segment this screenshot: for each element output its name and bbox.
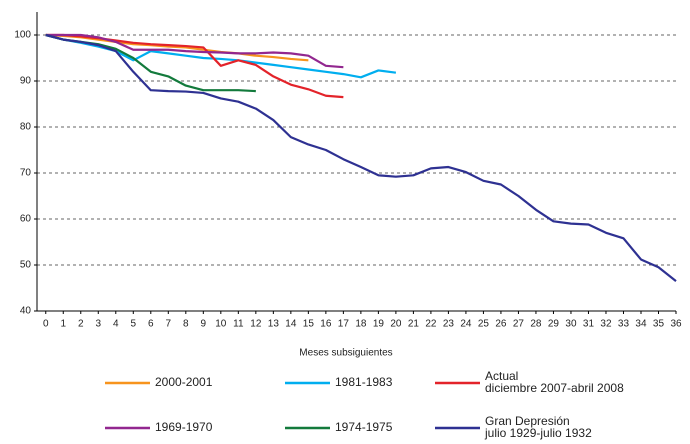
x-tick-label: 11 bbox=[233, 319, 244, 330]
x-tick-label: 29 bbox=[548, 319, 560, 330]
series-line bbox=[45, 33, 397, 79]
legend-label-line: 1969-1970 bbox=[155, 420, 213, 434]
x-tick-label: 1 bbox=[60, 319, 66, 330]
x-tick-label: 16 bbox=[320, 319, 332, 330]
x-tick-label: 18 bbox=[355, 319, 367, 330]
x-tick-label: 32 bbox=[600, 319, 612, 330]
x-tick-label: 28 bbox=[530, 319, 542, 330]
x-tick-label: 35 bbox=[653, 319, 665, 330]
x-tick-label: 7 bbox=[166, 319, 172, 330]
legend-label: 1969-1970 bbox=[155, 420, 213, 434]
x-tick-label: 15 bbox=[303, 319, 315, 330]
x-tick-label: 25 bbox=[478, 319, 490, 330]
x-tick-label: 26 bbox=[495, 319, 507, 330]
x-tick-label: 13 bbox=[268, 319, 280, 330]
legend-label-line: julio 1929-julio 1932 bbox=[484, 426, 592, 440]
x-tick-label: 12 bbox=[250, 319, 262, 330]
x-tick-label: 24 bbox=[460, 319, 472, 330]
x-tick-label: 0 bbox=[43, 319, 49, 330]
x-tick-label: 5 bbox=[131, 319, 137, 330]
y-tick-label: 100 bbox=[14, 30, 31, 41]
legend-label: 1981-1983 bbox=[335, 375, 393, 389]
x-tick-label: 8 bbox=[183, 319, 189, 330]
legend-label-line: 1981-1983 bbox=[335, 375, 393, 389]
legend-label-line: diciembre 2007-abril 2008 bbox=[485, 381, 624, 395]
legend-label: Gran Depresión julio 1929-julio 1932 bbox=[484, 414, 592, 440]
x-tick-label: 17 bbox=[338, 319, 350, 330]
x-tick-label: 36 bbox=[670, 319, 682, 330]
x-tick-label: 3 bbox=[95, 319, 101, 330]
x-tick-label: 20 bbox=[390, 319, 402, 330]
legend-label-line: Actual bbox=[485, 369, 518, 383]
x-tick-label: 10 bbox=[215, 319, 227, 330]
x-tick-label: 4 bbox=[113, 319, 119, 330]
x-tick-label: 33 bbox=[618, 319, 630, 330]
x-tick-label: 19 bbox=[373, 319, 385, 330]
legend-label: Actual diciembre 2007-abril 2008 bbox=[485, 369, 624, 395]
x-tick-label: 14 bbox=[285, 319, 297, 330]
x-tick-label: 22 bbox=[425, 319, 437, 330]
x-tick-label: 31 bbox=[583, 319, 595, 330]
series-line bbox=[45, 33, 309, 62]
y-tick-label: 60 bbox=[20, 214, 32, 225]
x-tick-label: 2 bbox=[78, 319, 84, 330]
x-tick-label: 23 bbox=[443, 319, 455, 330]
x-tick-label: 9 bbox=[201, 319, 207, 330]
x-tick-label: 27 bbox=[513, 319, 525, 330]
series-line bbox=[45, 33, 677, 282]
x-tick-label: 30 bbox=[565, 319, 577, 330]
y-tick-label: 40 bbox=[20, 306, 32, 317]
x-tick-label: 34 bbox=[635, 319, 647, 330]
legend-label-line: Gran Depresión bbox=[485, 414, 570, 428]
y-tick-label: 80 bbox=[20, 122, 32, 133]
x-tick-label: 21 bbox=[408, 319, 420, 330]
series-line bbox=[45, 33, 344, 69]
x-tick-label: 6 bbox=[148, 319, 154, 330]
legend-label-line: 2000-2001 bbox=[155, 375, 213, 389]
legend-label: 2000-2001 bbox=[155, 375, 213, 389]
legend-label-line: 1974-1975 bbox=[335, 420, 393, 434]
y-tick-label: 70 bbox=[20, 168, 32, 179]
legend-label: 1974-1975 bbox=[335, 420, 393, 434]
y-tick-label: 50 bbox=[20, 260, 32, 271]
y-tick-label: 90 bbox=[20, 76, 32, 87]
x-axis-label: Meses subsiguientes bbox=[299, 348, 392, 359]
